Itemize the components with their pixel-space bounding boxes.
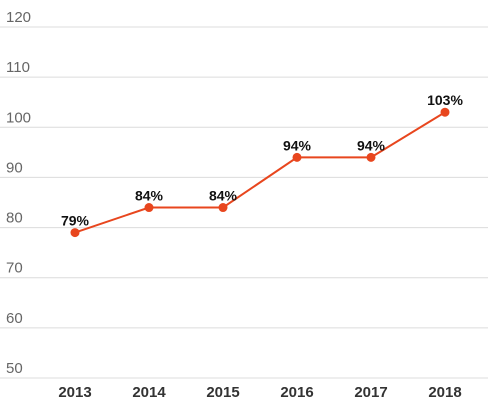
x-tick-label: 2018 — [428, 384, 461, 401]
x-tick-label: 2013 — [58, 384, 91, 401]
data-label: 84% — [209, 188, 238, 204]
series-line — [74, 111, 446, 234]
data-labels: 79% 84% 84% 94% 94% 103% — [61, 92, 463, 228]
y-tick-label: 50 — [6, 360, 23, 377]
y-tick-label: 120 — [6, 9, 31, 26]
data-label: 103% — [427, 92, 463, 108]
data-points — [70, 107, 450, 238]
y-tick-label: 70 — [6, 260, 23, 277]
y-tick-label: 90 — [6, 159, 23, 176]
data-label: 94% — [357, 137, 386, 153]
data-point — [218, 203, 228, 213]
x-tick-label: 2017 — [354, 384, 387, 401]
x-tick-label: 2015 — [206, 384, 239, 401]
series-lines — [74, 111, 446, 234]
data-point — [292, 152, 302, 162]
y-tick-label: 60 — [6, 310, 23, 327]
y-tick-label: 80 — [6, 210, 23, 227]
data-point — [366, 152, 376, 162]
data-point — [70, 228, 80, 238]
data-label: 84% — [135, 188, 164, 204]
data-label: 79% — [61, 213, 90, 229]
y-tick-label: 110 — [6, 59, 30, 76]
grid-lines — [0, 26, 488, 379]
y-tick-label: 100 — [6, 109, 31, 126]
y-axis-tick-labels: 50 60 70 80 90 100 110 120 — [6, 9, 31, 377]
x-axis-tick-labels: 2013 2014 2015 2016 2017 2018 — [58, 384, 461, 401]
data-label: 94% — [283, 137, 312, 153]
x-tick-label: 2016 — [280, 384, 313, 401]
data-point — [440, 107, 450, 117]
x-tick-label: 2014 — [132, 384, 166, 401]
data-point — [144, 203, 154, 213]
